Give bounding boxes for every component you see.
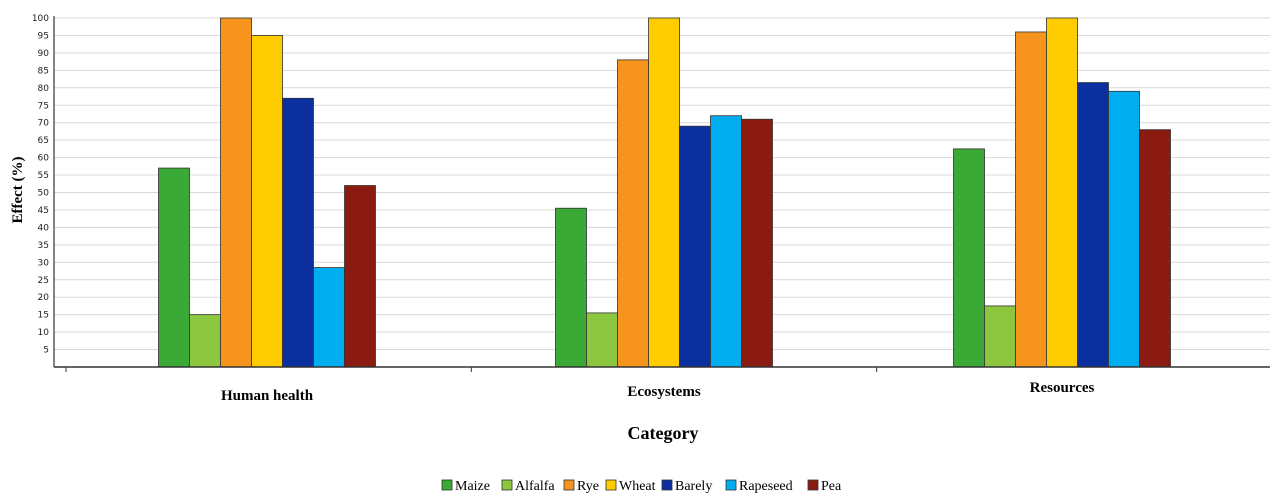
y-tick-label: 60 [38,154,50,164]
bar-barely-resources [1078,83,1109,367]
legend-label-rye: Rye [577,479,599,494]
legend-label-pea: Pea [821,479,842,494]
bar-pea-resources [1140,130,1171,367]
y-tick-label: 5 [43,346,49,356]
bar-wheat-resources [1047,18,1078,367]
legend-swatch-rapeseed [726,480,736,490]
y-tick-label: 40 [38,223,50,233]
y-tick-label: 80 [38,84,50,94]
y-tick-labels: 5 10 15 20 25 30 35 40 45 50 55 60 65 70 75 80 85 90 95 100 [32,14,49,356]
bar-maize-resources [954,149,985,367]
bar-rye-resources [1016,32,1047,367]
bar-pea-ecosystems [742,119,773,367]
y-tick-label: 20 [38,293,50,303]
bar-rapeseed-human-health [314,268,345,367]
y-tick-label: 45 [38,206,49,216]
bar-pea-human-health [345,186,376,367]
category-label: Resources [1030,380,1095,396]
legend-swatch-maize [442,480,452,490]
category-label: Human health [221,388,314,404]
y-tick-label: 90 [38,49,50,59]
bar-alfalfa-human-health [190,315,221,367]
legend-label-alfalfa: Alfalfa [515,479,555,494]
legend-label-wheat: Wheat [619,479,656,494]
bar-maize-ecosystems [556,208,587,367]
y-axis-label: Effect (%) [10,156,26,223]
bar-wheat-human-health [252,35,283,367]
y-tick-label: 30 [38,258,50,268]
bar-maize-human-health [159,168,190,367]
legend-swatch-alfalfa [502,480,512,490]
x-axis-label: Category [628,423,699,443]
y-tick-label: 65 [38,136,49,146]
category-label: Ecosystems [627,384,700,400]
legend: Maize Alfalfa Rye Wheat Barely Rapeseed Pea [442,479,842,494]
bar-wheat-ecosystems [649,18,680,367]
y-tick-label: 55 [38,171,49,181]
y-tick-label: 100 [32,14,49,24]
y-tick-label: 85 [38,66,49,76]
y-tick-label: 15 [38,311,49,321]
legend-label-maize: Maize [455,479,490,494]
legend-swatch-barely [662,480,672,490]
bar-alfalfa-ecosystems [587,313,618,367]
bar-rye-human-health [221,18,252,367]
y-tick-label: 35 [38,241,49,251]
bar-rapeseed-ecosystems [711,116,742,367]
bar-barely-ecosystems [680,126,711,367]
legend-label-barely: Barely [675,479,712,494]
legend-swatch-wheat [606,480,616,490]
y-tick-label: 95 [38,31,49,41]
category-labels: Human health Ecosystems Resources [221,380,1095,404]
legend-swatch-pea [808,480,818,490]
y-tick-label: 75 [38,101,49,111]
y-tick-label: 70 [38,119,50,129]
legend-label-rapeseed: Rapeseed [739,479,793,494]
bar-barely-human-health [283,98,314,367]
y-tick-label: 50 [38,189,50,199]
y-tick-label: 25 [38,276,49,286]
legend-swatch-rye [564,480,574,490]
bar-rye-ecosystems [618,60,649,367]
bar-rapeseed-resources [1109,91,1140,367]
bar-alfalfa-resources [985,306,1016,367]
y-tick-label: 10 [38,328,50,338]
